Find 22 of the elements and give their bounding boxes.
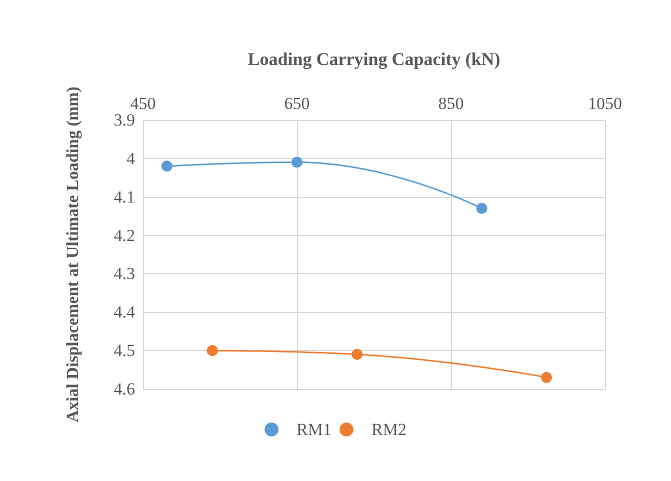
x-tick-label: 650 <box>284 94 310 113</box>
y-tick-label: 3.9 <box>114 110 135 130</box>
point <box>540 372 552 383</box>
y-tick-label: 4.1 <box>114 187 135 206</box>
point <box>161 160 172 172</box>
y-tick-label: 4.4 <box>114 302 136 322</box>
point <box>206 345 218 356</box>
point <box>476 202 488 214</box>
y-tick-label: 4.2 <box>114 226 135 245</box>
legend-label: RM2 <box>372 420 406 439</box>
y-tick-label: 4.3 <box>114 264 135 284</box>
y-tick-label: 4 <box>126 148 136 168</box>
point <box>352 348 363 360</box>
x-tick-label: 450 <box>130 94 156 113</box>
x-tick-label: 1050 <box>588 94 622 113</box>
y-tick-label: 4.6 <box>114 380 135 398</box>
legend-label: RM1 <box>296 420 332 439</box>
y-axis-title: Axial Displacement at Ultimate Loading (mm) <box>63 86 82 422</box>
x-tick-label: 850 <box>438 94 464 113</box>
x-axis-title: Loading Carrying Capacity (kN) <box>248 49 500 69</box>
point <box>292 156 302 168</box>
y-tick-label: 4.5 <box>114 341 135 360</box>
